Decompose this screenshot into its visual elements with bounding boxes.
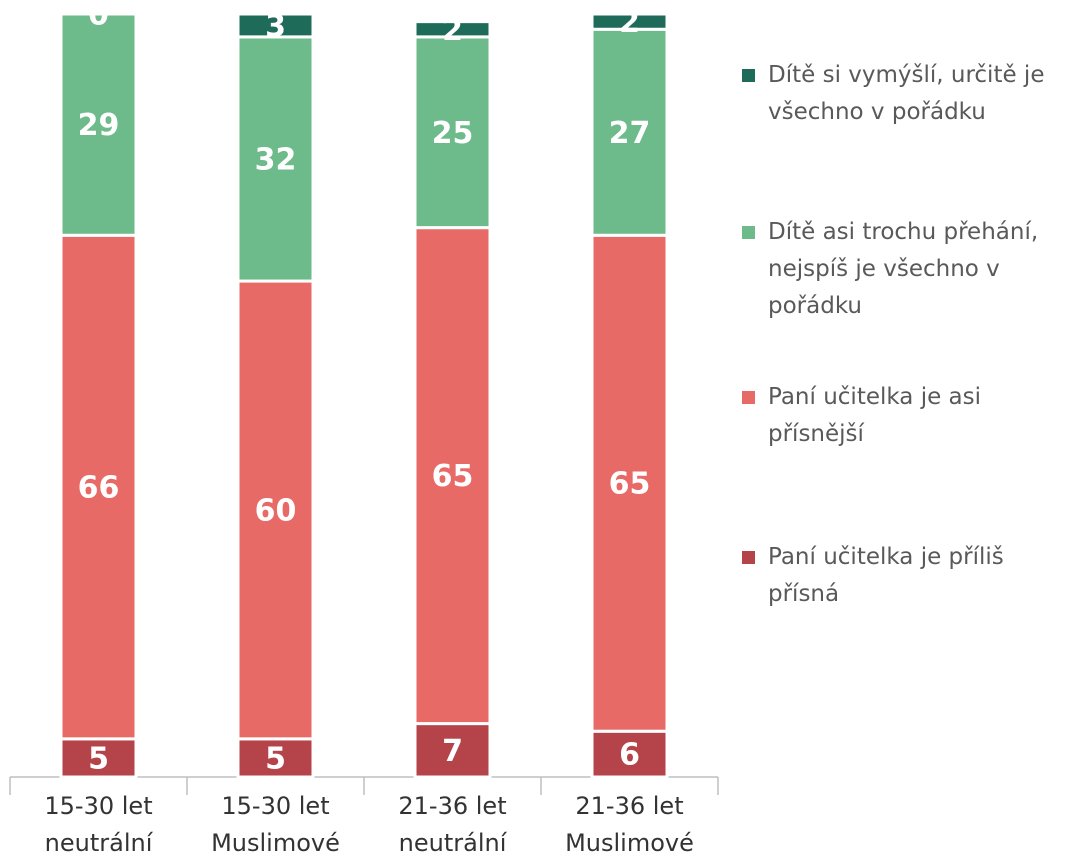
data-label: 7 (442, 734, 463, 769)
x-tick-label: 15-30 let Muslimové (211, 792, 340, 857)
bar-segment (236, 35, 315, 283)
data-label: 5 (88, 741, 109, 776)
data-label: 25 (432, 116, 474, 151)
bar-segment (59, 12, 138, 237)
legend-label: Paní učitelka je asi přísnější (768, 384, 982, 447)
data-label: 2 (442, 13, 463, 48)
bar-segment (590, 12, 669, 31)
legend-item: Dítě si vymýšlí, určitě je všechno v poř… (742, 57, 1062, 131)
legend-swatch (742, 69, 755, 82)
legend-item: Paní učitelka je asi přísnější (742, 379, 1062, 453)
bar-segment (59, 233, 138, 741)
x-tick-label: 21-36 let Muslimové (565, 792, 694, 857)
legend-label: Dítě si vymýšlí, určitě je všechno v poř… (768, 62, 1045, 125)
legend-item: Paní učitelka je příliš přísná (742, 539, 1062, 613)
bar-segment (236, 12, 315, 39)
legend-label: Dítě asi trochu přehání, nejspíš je všec… (768, 219, 1039, 319)
bar-segment (413, 20, 492, 39)
data-label: 6 (619, 738, 640, 773)
data-label: 2 (619, 5, 640, 40)
legend-label: Paní učitelka je příliš přísná (768, 544, 1004, 607)
data-label: 0 (88, 0, 109, 33)
data-label: 32 (255, 142, 297, 177)
bar-segment (413, 226, 492, 726)
data-label: 29 (78, 108, 120, 143)
legend-item: Dítě asi trochu přehání, nejspíš je všec… (742, 214, 1062, 325)
data-label: 27 (609, 116, 651, 151)
data-label: 65 (432, 459, 474, 494)
data-label: 5 (265, 741, 286, 776)
bar-segment (236, 737, 315, 779)
data-label: 66 (78, 471, 120, 506)
data-label: 65 (609, 467, 651, 502)
bar-segment (590, 729, 669, 779)
legend-swatch (742, 391, 755, 404)
data-label: 3 (265, 9, 286, 44)
bar-segment (236, 279, 315, 741)
legend-swatch (742, 551, 755, 564)
x-tick-label: 15-30 let neutrální (44, 792, 153, 857)
x-tick-label: 21-36 let neutrální (398, 792, 507, 857)
legend-swatch (742, 226, 755, 239)
data-label: 60 (255, 493, 297, 528)
bar-segment (413, 35, 492, 230)
